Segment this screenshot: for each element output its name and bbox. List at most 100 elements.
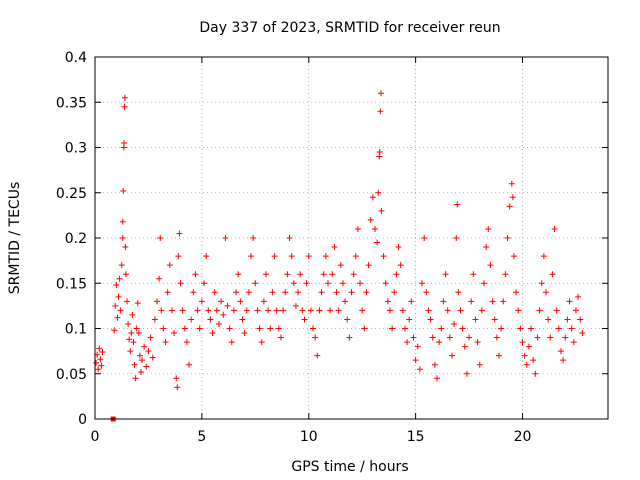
- data-point: [137, 368, 144, 375]
- data-point: [218, 298, 225, 305]
- data-point: [485, 225, 492, 232]
- data-point: [369, 194, 376, 201]
- data-point: [120, 187, 127, 194]
- data-point: [568, 325, 575, 332]
- y-tick-label: 0: [78, 412, 87, 428]
- data-point: [156, 275, 163, 282]
- data-point: [312, 334, 319, 341]
- data-point: [209, 330, 216, 337]
- data-point: [96, 345, 103, 352]
- data-point: [237, 298, 244, 305]
- data-point: [288, 253, 295, 260]
- data-point: [322, 253, 329, 260]
- data-point: [176, 230, 183, 237]
- data-point: [273, 307, 280, 314]
- data-point: [245, 289, 252, 296]
- data-point: [260, 298, 267, 305]
- data-point: [532, 370, 539, 377]
- data-point: [119, 218, 126, 225]
- data-point: [215, 320, 222, 327]
- data-point: [121, 103, 128, 110]
- data-point: [173, 375, 180, 382]
- x-tick-label: 10: [300, 429, 318, 445]
- data-point: [454, 201, 461, 208]
- data-point: [179, 307, 186, 314]
- data-points: [93, 90, 586, 422]
- data-point: [431, 361, 438, 368]
- data-point: [307, 307, 314, 314]
- axis-ticks: 0 0.05 0.1 0.15 0.2 0.25 0.3 0.35 0.4 0 5 10 15 20: [56, 50, 608, 445]
- data-point: [442, 271, 449, 278]
- data-point: [145, 348, 152, 355]
- data-point: [579, 330, 586, 337]
- data-point: [508, 180, 515, 187]
- data-point: [111, 327, 118, 334]
- data-point: [470, 271, 477, 278]
- data-point: [198, 298, 205, 305]
- y-tick-label: 0.15: [56, 276, 87, 292]
- data-point: [453, 235, 460, 241]
- data-point: [305, 253, 312, 260]
- y-tick-label: 0.3: [65, 141, 87, 157]
- data-point: [354, 225, 361, 232]
- data-point: [461, 343, 468, 350]
- data-point: [175, 253, 182, 260]
- x-tick-label: 0: [91, 429, 100, 445]
- x-axis-label: GPS time / hours: [291, 459, 408, 475]
- data-point: [314, 352, 321, 359]
- data-point: [575, 293, 582, 300]
- data-point: [194, 307, 201, 314]
- data-point: [162, 339, 169, 346]
- data-point: [153, 298, 160, 305]
- data-point: [303, 280, 310, 287]
- data-point: [201, 280, 208, 287]
- data-point: [459, 325, 466, 332]
- data-point: [220, 311, 227, 318]
- data-point: [333, 289, 340, 296]
- data-point: [93, 359, 100, 366]
- data-point: [112, 302, 119, 309]
- data-point: [377, 90, 384, 97]
- data-point: [487, 262, 494, 269]
- data-point: [233, 289, 240, 296]
- data-point: [301, 316, 308, 323]
- data-point: [414, 343, 421, 350]
- data-point: [547, 334, 554, 341]
- data-point: [164, 289, 171, 296]
- data-point: [134, 300, 141, 307]
- data-point: [543, 289, 550, 296]
- chart-title: Day 337 of 2023, SRMTID for receiver reu…: [199, 20, 500, 36]
- data-point: [117, 307, 124, 314]
- data-point: [478, 307, 485, 314]
- data-point: [365, 262, 372, 269]
- x-tick-label: 5: [197, 429, 206, 445]
- data-point: [346, 334, 353, 341]
- data-point: [382, 280, 389, 287]
- data-point: [483, 244, 490, 251]
- data-point: [536, 307, 543, 314]
- data-point: [141, 343, 148, 350]
- data-point: [252, 280, 259, 287]
- data-point: [290, 280, 297, 287]
- data-point: [534, 334, 541, 341]
- data-point: [570, 339, 577, 346]
- data-point: [493, 334, 500, 341]
- data-point: [374, 239, 381, 246]
- data-point: [540, 253, 547, 260]
- data-point: [352, 253, 359, 260]
- data-point: [560, 357, 567, 364]
- data-point: [181, 325, 188, 332]
- data-point: [284, 271, 291, 278]
- data-point: [203, 253, 210, 260]
- data-point: [129, 311, 136, 318]
- data-point: [481, 280, 488, 287]
- data-point: [577, 316, 584, 323]
- data-point: [186, 361, 193, 368]
- data-point: [446, 334, 453, 341]
- x-tick-label: 15: [407, 429, 425, 445]
- data-point: [393, 271, 400, 278]
- data-point: [367, 216, 374, 223]
- data-point: [523, 361, 530, 368]
- data-point: [190, 289, 197, 296]
